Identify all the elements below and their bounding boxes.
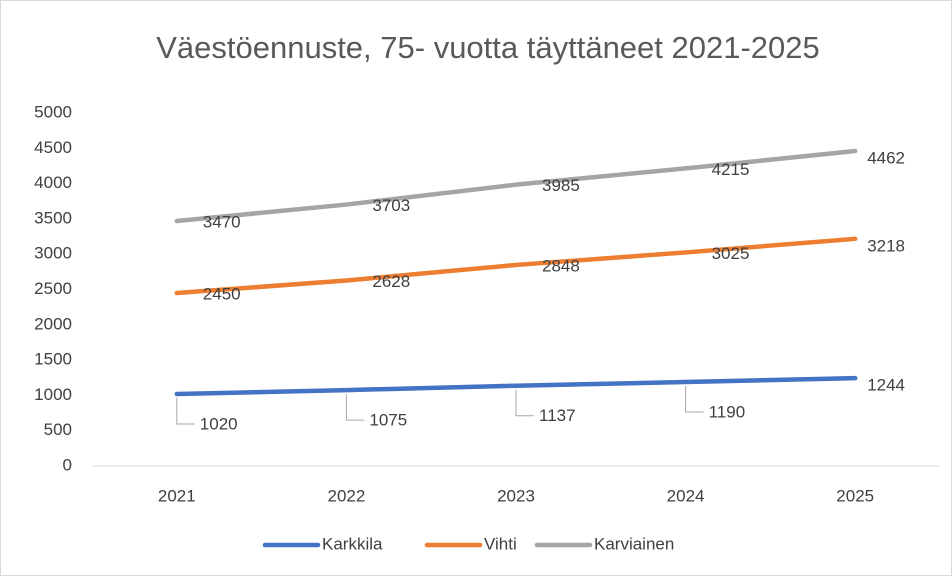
data-label: 3985 [542,176,580,195]
data-label: 2848 [542,256,580,275]
y-tick-label: 4500 [34,138,72,157]
y-tick-label: 2000 [34,314,72,333]
y-tick-label: 0 [63,455,72,474]
legend-label: Vihti [484,534,517,553]
leader-line [515,389,534,417]
y-tick-label: 1500 [34,350,72,369]
data-label: 3470 [203,213,241,232]
data-label: 3025 [712,244,750,263]
leader-line [345,394,365,421]
y-tick-label: 5000 [34,102,72,121]
y-tick-label: 3000 [34,244,72,263]
series-line [174,148,858,224]
data-label: 2628 [372,272,410,291]
y-tick-label: 500 [44,420,72,439]
x-tick-label: 2022 [327,486,365,505]
x-tick-label: 2021 [158,486,196,505]
data-label: 2450 [203,285,241,304]
data-label: 4215 [712,160,750,179]
series-line [174,375,858,397]
y-tick-label: 2500 [34,279,72,298]
legend-label: Karkkila [322,534,383,553]
chart-title: Väestöennuste, 75- vuotta täyttäneet 202… [156,30,820,65]
data-label: 1137 [539,406,576,425]
data-label: 1244 [867,376,905,395]
data-label: 1020 [200,414,238,433]
data-label: 4462 [867,148,905,167]
data-label: 1075 [369,411,407,430]
data-label: 3703 [372,196,410,215]
data-label: 1190 [709,402,746,421]
x-tick-label: 2025 [836,486,874,505]
series-line [174,236,858,296]
leader-line [685,385,704,413]
legend-label: Karviainen [594,534,674,553]
leader-line [176,397,195,425]
x-tick-label: 2023 [497,486,535,505]
x-tick-label: 2024 [667,486,705,505]
y-tick-label: 1000 [34,385,72,404]
y-tick-label: 3500 [34,208,72,227]
data-label: 3218 [867,236,905,255]
y-tick-label: 4000 [34,173,72,192]
